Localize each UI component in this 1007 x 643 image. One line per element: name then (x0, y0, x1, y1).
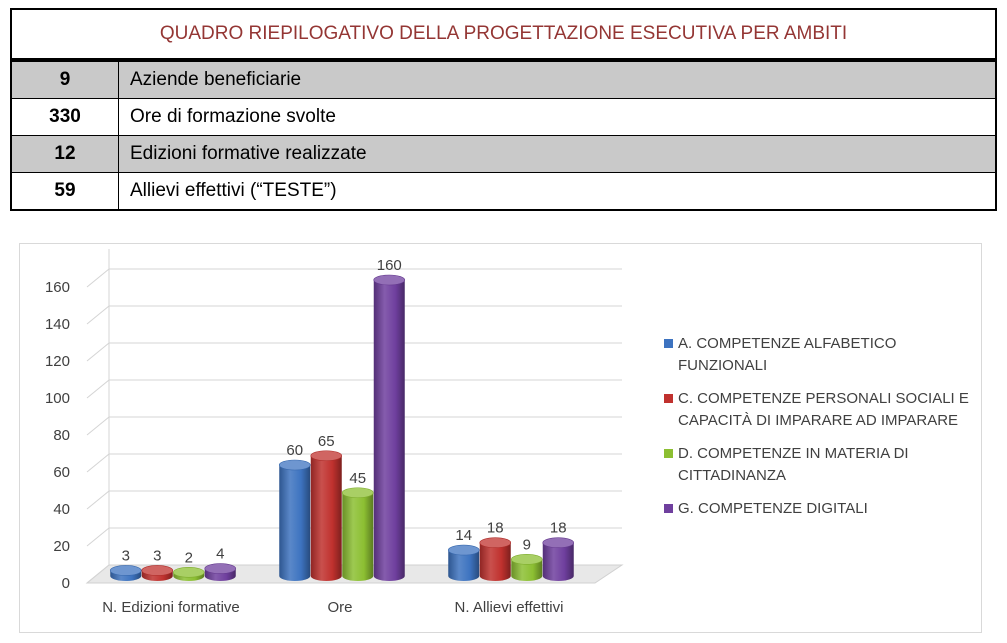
data-label: 3 (153, 547, 161, 564)
gridline-depth (86, 342, 110, 362)
gridline-depth (86, 305, 110, 325)
bar (479, 537, 512, 581)
chart-legend: A. COMPETENZE ALFABETICO FUNZIONALI C. CO… (664, 333, 984, 531)
table-row: 59 Allievi effettivi (“TESTE”) (12, 172, 995, 209)
gridline-depth (86, 490, 110, 510)
bar (204, 563, 237, 581)
table-row: 12 Edizioni formative realizzate (12, 135, 995, 172)
row-value: 59 (12, 173, 119, 209)
summary-title: QUADRO RIEPILOGATIVO DELLA PROGETTAZIONE… (12, 10, 995, 61)
data-label: 3 (122, 547, 130, 564)
legend-swatch (664, 504, 673, 513)
row-label: Edizioni formative realizzate (130, 143, 367, 164)
legend-item: A. COMPETENZE ALFABETICO FUNZIONALI (664, 333, 984, 377)
bar (510, 554, 543, 581)
x-category-label: Ore (327, 599, 352, 616)
data-label: 45 (349, 470, 366, 487)
y-tick-label: 40 (53, 501, 70, 518)
y-tick-label: 60 (53, 464, 70, 481)
data-label: 18 (487, 520, 504, 537)
row-value: 12 (12, 136, 119, 172)
legend-item: G. COMPETENZE DIGITALI (664, 498, 984, 520)
y-tick-label: 120 (45, 353, 70, 370)
data-label: 14 (455, 527, 472, 544)
legend-swatch (664, 394, 673, 403)
gridline-depth (86, 268, 110, 288)
legend-item: D. COMPETENZE IN MATERIA DI CITTADINANZA (664, 443, 984, 487)
data-label: 18 (550, 520, 567, 537)
summary-table: QUADRO RIEPILOGATIVO DELLA PROGETTAZIONE… (10, 8, 997, 211)
table-row: 330 Ore di formazione svolte (12, 98, 995, 135)
data-label: 65 (318, 433, 335, 450)
bar (341, 487, 374, 581)
y-tick-label: 140 (45, 316, 70, 333)
bar (109, 565, 142, 581)
row-label: Aziende beneficiarie (130, 69, 302, 90)
bar (278, 459, 311, 581)
data-label: 4 (216, 546, 224, 563)
gridline-depth (86, 379, 110, 399)
bar (373, 274, 406, 581)
legend-item: C. COMPETENZE PERSONALI SOCIALI E CAPACIT… (664, 388, 984, 432)
data-label: 160 (377, 257, 402, 274)
row-label: Allievi effettivi (“TESTE”) (130, 180, 337, 201)
row-value: 9 (12, 62, 119, 98)
data-label: 60 (286, 442, 303, 459)
gridline-depth (86, 416, 110, 436)
gridline-depth (86, 527, 110, 547)
legend-label: C. COMPETENZE PERSONALI SOCIALI E CAPACIT… (678, 390, 969, 429)
bar (447, 544, 480, 581)
row-label: Ore di formazione svolte (130, 106, 336, 127)
y-tick-label: 100 (45, 390, 70, 407)
legend-swatch (664, 339, 673, 348)
bar (141, 565, 174, 581)
data-label: 9 (523, 536, 531, 553)
legend-label: G. COMPETENZE DIGITALI (678, 500, 868, 517)
gridline-depth (86, 453, 110, 473)
y-tick-label: 0 (62, 575, 70, 592)
bar (542, 537, 575, 581)
y-tick-label: 80 (53, 427, 70, 444)
legend-label: A. COMPETENZE ALFABETICO FUNZIONALI (678, 335, 897, 374)
gridline-depth (86, 564, 110, 584)
x-category-label: N. Edizioni formative (102, 599, 240, 616)
table-row: 9 Aziende beneficiarie (12, 61, 995, 98)
x-category-label: N. Allievi effettivi (455, 599, 564, 616)
y-tick-label: 20 (53, 538, 70, 555)
legend-label: D. COMPETENZE IN MATERIA DI CITTADINANZA (678, 445, 909, 484)
y-tick-label: 160 (45, 279, 70, 296)
row-value: 330 (12, 99, 119, 135)
bar (310, 450, 343, 581)
bar (172, 566, 205, 581)
legend-swatch (664, 449, 673, 458)
data-label: 2 (185, 549, 193, 566)
